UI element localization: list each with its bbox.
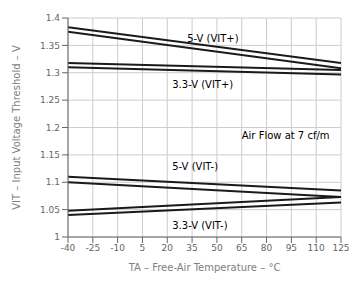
svg-text:125: 125 xyxy=(332,243,349,253)
svg-text:VIT – Input Voltage Threshold: VIT – Input Voltage Threshold – V xyxy=(11,45,22,210)
svg-text:-40: -40 xyxy=(61,243,76,253)
svg-text:1.3: 1.3 xyxy=(46,68,60,78)
svg-text:80: 80 xyxy=(261,243,273,253)
svg-text:35: 35 xyxy=(186,243,197,253)
svg-text:20: 20 xyxy=(162,243,174,253)
svg-text:5: 5 xyxy=(140,243,146,253)
svg-text:1.25: 1.25 xyxy=(40,95,60,105)
svg-text:-10: -10 xyxy=(110,243,125,253)
svg-text:Air Flow at 7 cf/m: Air Flow at 7 cf/m xyxy=(242,130,330,141)
svg-text:3.3-V (VIT-): 3.3-V (VIT-) xyxy=(172,220,227,231)
svg-text:110: 110 xyxy=(308,243,325,253)
svg-text:1.05: 1.05 xyxy=(40,205,60,215)
svg-text:5-V (VIT+): 5-V (VIT+) xyxy=(187,33,239,44)
svg-text:1.1: 1.1 xyxy=(46,177,60,187)
svg-text:TA – Free-Air Temperature – °C: TA – Free-Air Temperature – °C xyxy=(128,262,281,273)
svg-text:1.4: 1.4 xyxy=(46,13,61,23)
svg-text:1.15: 1.15 xyxy=(40,150,60,160)
svg-text:95: 95 xyxy=(286,243,297,253)
svg-text:1: 1 xyxy=(54,232,60,242)
svg-text:-25: -25 xyxy=(85,243,100,253)
svg-text:65: 65 xyxy=(236,243,247,253)
svg-text:1.2: 1.2 xyxy=(46,123,60,133)
svg-text:50: 50 xyxy=(211,243,223,253)
svg-text:5-V (VIT-): 5-V (VIT-) xyxy=(172,161,218,172)
svg-text:3.3-V (VIT+): 3.3-V (VIT+) xyxy=(172,79,233,90)
svg-text:1.35: 1.35 xyxy=(40,41,60,51)
